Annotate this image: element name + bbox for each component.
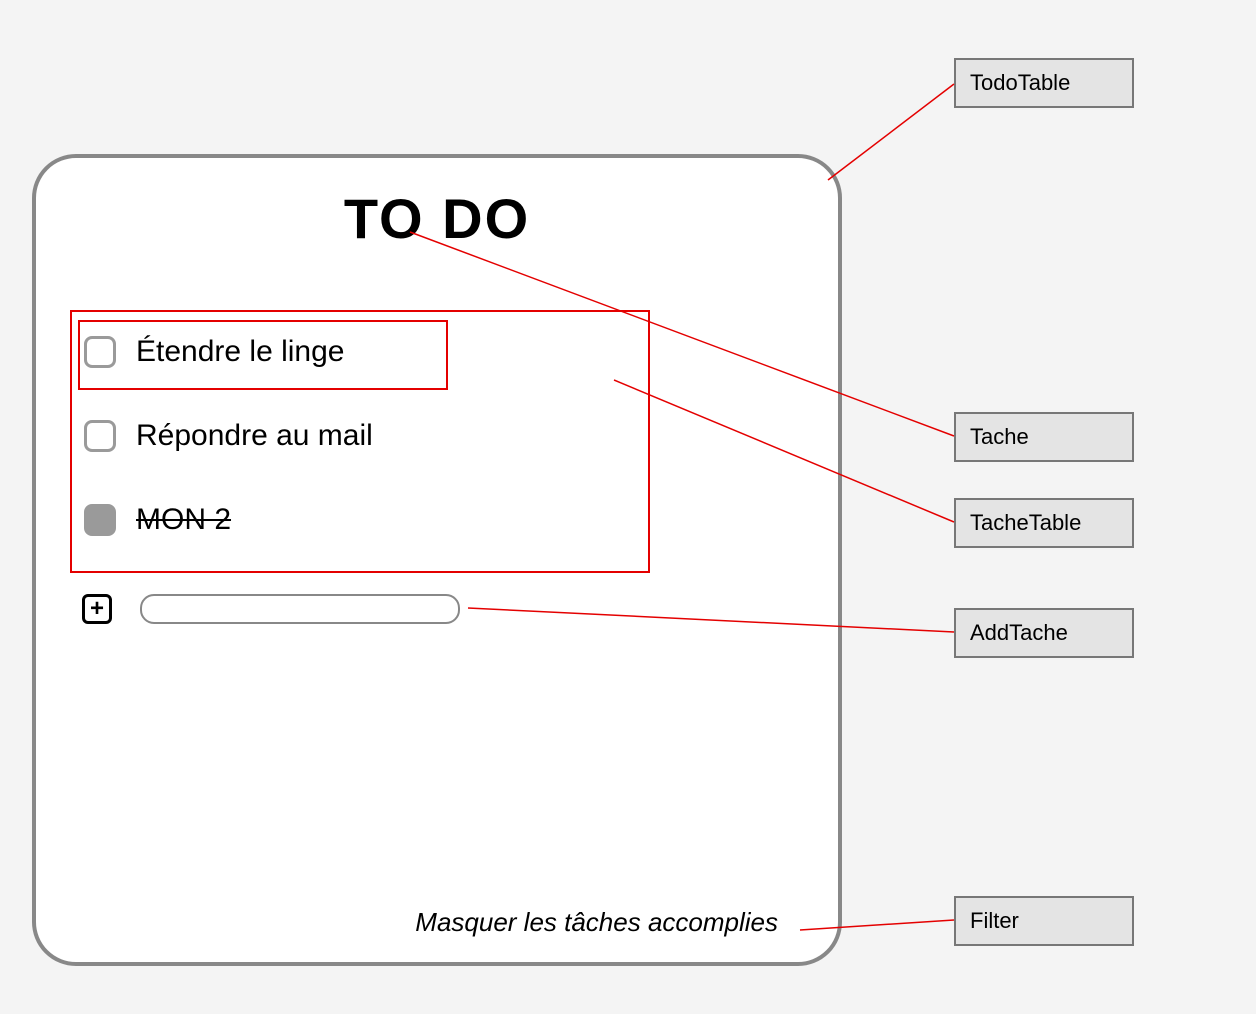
annotation-todotable: TodoTable (954, 58, 1134, 108)
task-label: Répondre au mail (136, 419, 373, 453)
task-checkbox[interactable] (84, 420, 116, 452)
task-checkbox[interactable] (84, 336, 116, 368)
annotation-tache: Tache (954, 412, 1134, 462)
plus-icon: + (90, 597, 104, 621)
task-label: MON 2 (136, 503, 231, 537)
annotation-addtache: AddTache (954, 608, 1134, 658)
task-checkbox[interactable] (84, 504, 116, 536)
tache-table-outline: Étendre le linge Répondre au mail MON 2 (70, 310, 650, 573)
add-button[interactable]: + (82, 594, 112, 624)
add-tache-row: + (82, 594, 460, 624)
page-title: TO DO (56, 186, 818, 251)
annotation-filter: Filter (954, 896, 1134, 946)
add-input[interactable] (140, 594, 460, 624)
task-row: Répondre au mail (80, 406, 640, 466)
todo-table-panel: TO DO Étendre le linge Répondre au mail … (32, 154, 842, 966)
task-label: Étendre le linge (136, 335, 344, 369)
annotation-tachetable: TacheTable (954, 498, 1134, 548)
task-row: Étendre le linge (80, 322, 640, 382)
filter-toggle[interactable]: Masquer les tâches accomplies (415, 907, 778, 938)
task-row: MON 2 (80, 490, 640, 550)
